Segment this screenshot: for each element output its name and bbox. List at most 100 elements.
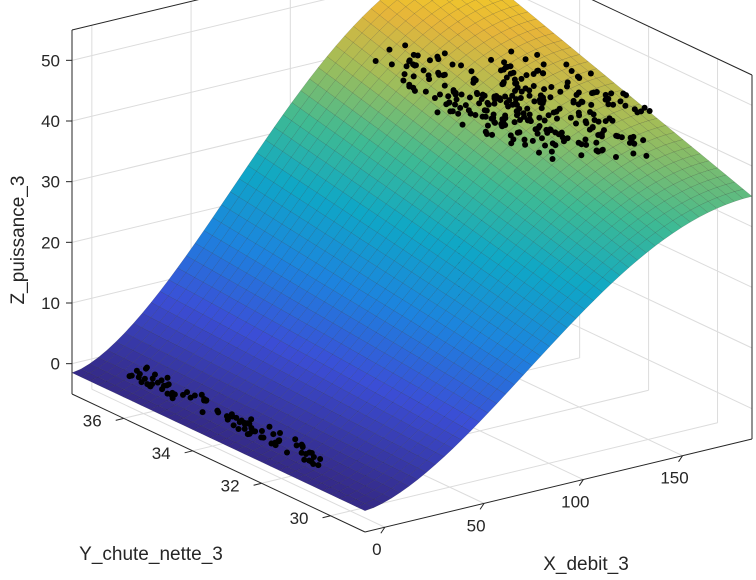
- surface-patch: [431, 0, 434, 1]
- surface-patch: [544, 32, 563, 43]
- scatter-point: [489, 131, 496, 138]
- scatter-point: [513, 108, 520, 115]
- scatter-point: [151, 371, 158, 378]
- x-tick-label: 50: [467, 516, 486, 535]
- scatter-point: [527, 118, 534, 125]
- scatter-point: [564, 135, 571, 142]
- scatter-point: [248, 424, 255, 431]
- scatter-point: [466, 94, 473, 101]
- scatter-point: [547, 127, 554, 134]
- scatter-point: [593, 89, 600, 96]
- surface-patch: [475, 0, 494, 8]
- scatter-point: [474, 91, 481, 98]
- z-tick-label: 30: [41, 173, 60, 192]
- scatter-point: [608, 90, 615, 97]
- scatter-point: [540, 70, 547, 77]
- surface-patch: [734, 189, 753, 199]
- z-tick-label: 0: [51, 355, 60, 374]
- surface-patch: [449, 0, 468, 10]
- scatter-point: [248, 416, 255, 423]
- scatter-point: [640, 137, 647, 144]
- scatter-point: [476, 100, 483, 107]
- scatter-point: [643, 152, 650, 159]
- scatter-point: [310, 461, 317, 468]
- box-edge: [364, 438, 753, 533]
- scatter-point: [441, 71, 448, 78]
- scatter-point: [126, 373, 133, 380]
- scatter-point: [372, 58, 379, 65]
- scatter-point: [587, 109, 594, 116]
- scatter-point: [425, 72, 432, 79]
- scatter-point: [588, 101, 595, 108]
- scatter-point: [630, 133, 637, 140]
- scatter-point: [165, 381, 172, 388]
- scatter-point: [575, 139, 582, 146]
- surface-patch: [405, 0, 424, 14]
- x-tick-mark: [380, 526, 386, 534]
- surface-patch: [691, 153, 710, 164]
- scatter-point: [169, 395, 176, 402]
- scatter-point: [241, 419, 248, 426]
- scatter-point: [459, 121, 466, 128]
- scatter-point: [534, 130, 541, 137]
- scatter-point: [622, 102, 629, 109]
- scatter-point: [301, 456, 308, 463]
- surface-patch: [527, 18, 546, 29]
- scatter-point: [500, 119, 507, 126]
- scatter-point: [517, 116, 524, 123]
- scatter-point: [158, 377, 165, 384]
- scatter-point: [159, 386, 166, 393]
- scatter-point: [436, 91, 443, 98]
- scatter-point: [455, 110, 462, 117]
- surface-patch: [510, 4, 529, 15]
- scatter-point: [500, 80, 507, 87]
- scatter-point: [485, 101, 492, 108]
- scatter-point: [483, 107, 490, 114]
- scatter-point: [536, 122, 543, 129]
- scatter-point: [606, 115, 613, 122]
- scatter-point: [458, 91, 465, 98]
- scatter-point: [465, 107, 472, 114]
- scatter-point: [526, 87, 533, 94]
- scatter-point: [445, 93, 452, 100]
- scatter-point: [529, 137, 536, 144]
- z-tick-label: 50: [41, 51, 60, 70]
- scatter-point: [435, 69, 442, 76]
- scatter-point: [187, 394, 194, 401]
- scatter-point: [600, 127, 607, 134]
- scatter-point: [472, 111, 479, 118]
- surface-patch: [725, 181, 744, 192]
- scatter-point: [605, 101, 612, 108]
- scatter-point: [582, 136, 589, 143]
- scatter-point: [492, 119, 499, 126]
- scatter-point: [540, 61, 547, 68]
- scatter-point: [534, 51, 541, 58]
- scatter-point: [576, 74, 583, 81]
- scatter-point: [402, 42, 409, 49]
- y-axis-label: Y_chute_nette_3: [79, 544, 223, 565]
- scatter-point: [514, 129, 521, 136]
- scatter-point: [452, 89, 459, 96]
- scatter-point: [612, 153, 619, 160]
- scatter-point: [310, 454, 317, 461]
- grid-line: [330, 422, 718, 517]
- scatter-point: [593, 139, 600, 146]
- scatter-point: [549, 140, 556, 147]
- scatter-point: [530, 83, 537, 90]
- scatter-point: [623, 92, 630, 99]
- box-edge: [591, 0, 753, 76]
- surface-patch: [461, 0, 476, 5]
- scatter-point: [556, 105, 563, 112]
- scatter-point: [502, 112, 509, 119]
- y-tick-label: 36: [83, 411, 102, 430]
- scatter-point: [549, 155, 556, 162]
- scatter-point: [266, 423, 273, 430]
- scatter-point: [610, 101, 617, 108]
- scatter-point: [426, 57, 433, 64]
- scatter-point: [133, 367, 140, 374]
- z-axis-label: Z_puissance_3: [8, 176, 29, 305]
- box-edge: [71, 0, 199, 31]
- surface-patch: [708, 167, 727, 178]
- x-tick-mark: [578, 479, 584, 486]
- scatter-point: [524, 105, 531, 112]
